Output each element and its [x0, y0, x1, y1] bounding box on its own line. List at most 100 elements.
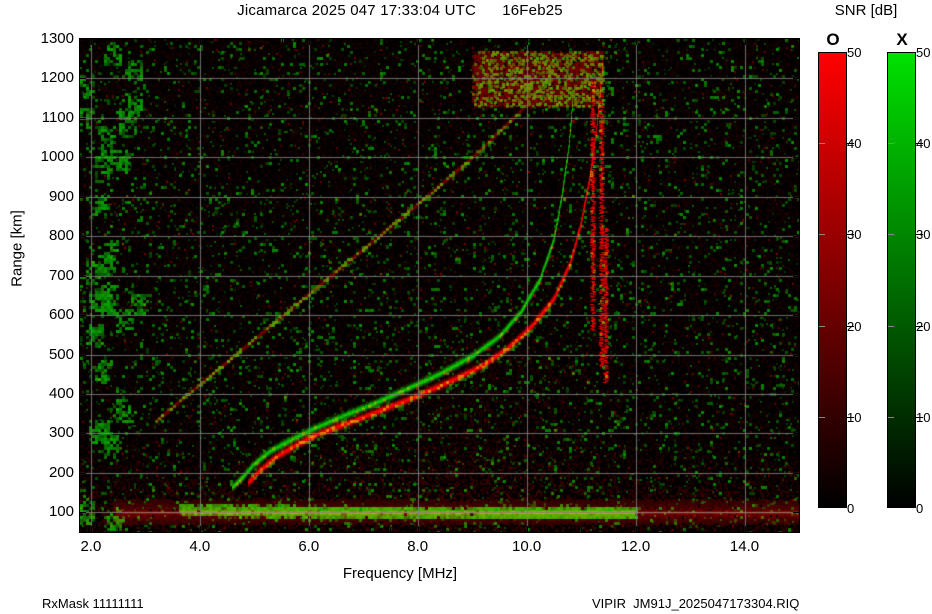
y-minor-tick — [80, 453, 84, 455]
y-minor-tick — [795, 137, 799, 139]
x-minor-tick — [172, 528, 174, 532]
y-tick-mark — [80, 196, 86, 198]
x-minor-tick — [771, 528, 773, 532]
x-minor-tick — [444, 39, 446, 43]
colorbar-inner-tick — [888, 325, 894, 327]
ionogram-canvas — [80, 39, 799, 532]
y-minor-tick — [80, 216, 84, 218]
y-minor-tick — [795, 255, 799, 257]
x-axis-labels: 2.0 4.0 6.0 8.0 10.0 12.0 14.0 — [0, 538, 932, 560]
y-tick-label: 500 — [48, 345, 74, 363]
x-minor-tick — [690, 39, 692, 43]
x-tick-label: 10.0 — [512, 538, 542, 555]
x-minor-tick — [227, 528, 229, 532]
ionogram-plot[interactable] — [79, 38, 800, 533]
filename-footer: VIPIR JM91J_2025047173304.RIQ — [592, 596, 800, 611]
y-tick-mark — [80, 157, 86, 159]
x-tick-mark — [417, 39, 419, 45]
colorbar-tick-mark — [847, 325, 854, 327]
y-tick-mark-right — [793, 512, 799, 514]
colorbar-tick-mark — [847, 143, 854, 145]
colorbar-inner-tick — [888, 416, 894, 418]
y-tick-label: 300 — [48, 424, 74, 442]
x-tick-mark — [90, 526, 92, 532]
y-tick-label: 200 — [48, 463, 74, 481]
y-axis-labels: 100 200 300 400 500 600 700 800 900 1000 1100 1200 1… — [0, 0, 74, 614]
x-axis-title: Frequency [MHz] — [342, 565, 458, 582]
y-tick-mark — [80, 354, 86, 356]
colorbar-tick-mark — [916, 416, 923, 418]
x-minor-tick — [662, 39, 664, 43]
x-minor-tick — [118, 39, 120, 43]
y-tick-mark-right — [793, 236, 799, 238]
x-tick-label: 4.0 — [189, 538, 211, 555]
x-minor-tick — [363, 528, 365, 532]
colorbar-tick-label: 20 — [916, 318, 931, 334]
x-minor-tick — [608, 39, 610, 43]
colorbar-inner-tick — [888, 143, 894, 145]
colorbar-o-gradient — [818, 52, 847, 508]
y-minor-tick — [80, 98, 84, 100]
x-minor-tick — [581, 39, 583, 43]
y-tick-label: 400 — [48, 384, 74, 402]
x-minor-tick — [281, 39, 283, 43]
colorbar-tick-label: 40 — [847, 136, 862, 152]
x-minor-tick — [581, 528, 583, 532]
x-minor-tick — [254, 528, 256, 532]
y-tick-label: 700 — [48, 266, 74, 284]
colorbar-x-label: X — [896, 30, 908, 49]
x-minor-tick — [553, 39, 555, 43]
y-minor-tick — [80, 532, 84, 533]
colorbar-o-label: O — [826, 30, 840, 49]
y-tick-label: 1000 — [40, 148, 74, 166]
x-minor-tick — [690, 528, 692, 532]
y-tick-mark-right — [793, 472, 799, 474]
rxmask-footer: RxMask 11111111 — [42, 596, 144, 611]
y-tick-mark — [80, 78, 86, 80]
colorbar-inner-tick — [888, 234, 894, 236]
y-tick-mark — [80, 275, 86, 277]
y-tick-mark-right — [793, 78, 799, 80]
y-tick-label: 800 — [48, 227, 74, 245]
y-tick-mark-right — [793, 117, 799, 119]
colorbar-title: SNR [dB] — [834, 2, 898, 19]
y-tick-mark-right — [793, 157, 799, 159]
x-minor-tick — [336, 528, 337, 532]
y-tick-mark — [80, 433, 86, 435]
x-minor-tick — [717, 528, 719, 532]
y-minor-tick — [80, 58, 84, 60]
x-tick-label: 12.0 — [620, 538, 651, 555]
y-minor-tick — [795, 177, 799, 179]
x-minor-tick — [771, 39, 773, 43]
x-minor-tick — [444, 528, 446, 532]
y-minor-tick — [80, 177, 84, 179]
x-minor-tick — [799, 39, 800, 43]
x-minor-tick — [145, 39, 147, 43]
x-tick-mark — [744, 526, 746, 532]
x-minor-tick — [799, 528, 800, 532]
x-minor-tick — [227, 39, 229, 43]
y-tick-mark — [80, 236, 86, 238]
x-minor-tick — [472, 528, 474, 532]
x-tick-label: 8.0 — [407, 538, 429, 555]
colorbar-inner-tick — [819, 143, 825, 145]
x-minor-tick — [662, 528, 664, 532]
y-minor-tick — [795, 413, 799, 415]
x-tick-mark — [308, 526, 310, 532]
x-tick-mark — [526, 39, 528, 45]
colorbar-tick-label: 30 — [847, 227, 862, 243]
colorbar-x-gradient — [887, 52, 916, 508]
y-tick-mark — [80, 117, 86, 119]
y-minor-tick — [795, 58, 799, 60]
y-axis-title: Range [km] — [8, 210, 26, 287]
x-minor-tick — [608, 528, 610, 532]
x-tick-label: 6.0 — [298, 538, 320, 555]
colorbar-tick-mark — [916, 143, 923, 145]
x-tick-mark — [90, 39, 92, 45]
x-tick-mark — [199, 526, 201, 532]
x-tick-mark — [635, 39, 637, 45]
y-minor-tick — [795, 216, 799, 218]
x-minor-tick — [281, 528, 283, 532]
y-tick-label: 100 — [48, 503, 74, 521]
x-tick-mark — [417, 526, 419, 532]
